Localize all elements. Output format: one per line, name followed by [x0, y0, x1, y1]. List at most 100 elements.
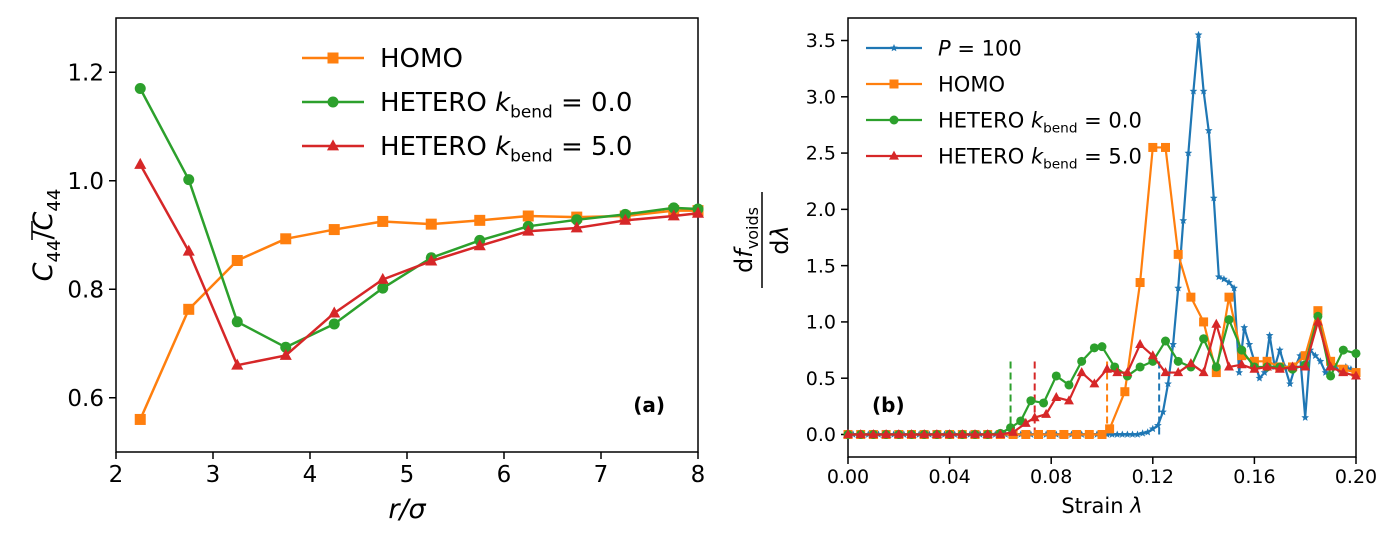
data-point: [1286, 379, 1294, 388]
data-point: [231, 316, 243, 328]
data-point: [1051, 371, 1061, 381]
data-point: [1326, 371, 1336, 381]
data-point: [619, 213, 632, 225]
data-point: [1164, 379, 1172, 388]
chart-panel-a: 2 3 4 5 6 7 8 0.6 0.8 1.0 1.2 r/σ C44/C44 (a) HOMO…: [28, 17, 706, 525]
data-point: [1198, 367, 1209, 377]
y-tick-label: 2.0: [806, 199, 836, 221]
data-point: [906, 429, 917, 439]
data-point: [377, 282, 389, 294]
data-point: [1224, 361, 1234, 371]
data-point: [1108, 430, 1117, 438]
data-point: [1034, 429, 1043, 439]
y-tick-label: 1.0: [806, 312, 836, 334]
data-point: [1148, 424, 1157, 433]
data-point: [1255, 374, 1264, 382]
data-point: [1326, 356, 1336, 366]
data-point: [1351, 348, 1361, 358]
legend-label: HETERO kbend = 5.0: [380, 132, 632, 166]
data-point: [1249, 363, 1260, 373]
legend-label: HOMO: [380, 44, 463, 74]
legend-marker: [889, 115, 899, 125]
data-point: [957, 429, 968, 439]
data-point: [1274, 363, 1285, 373]
data-point: [280, 233, 292, 245]
data-point: [855, 429, 866, 439]
data-point: [1169, 340, 1177, 348]
data-point: [1313, 311, 1323, 321]
data-point: [1020, 417, 1031, 427]
data-point: [1204, 126, 1213, 134]
data-point: [231, 254, 243, 266]
data-point: [1135, 362, 1145, 372]
data-point: [377, 215, 389, 227]
series-2: [134, 157, 705, 370]
data-point: [1194, 30, 1203, 39]
x-tick-label: 0.00: [827, 466, 869, 488]
data-point: [1262, 356, 1272, 366]
data-point: [1143, 428, 1152, 436]
data-point: [328, 306, 341, 318]
data-point: [1235, 368, 1244, 376]
x-tick-label: 0.16: [1233, 466, 1275, 488]
data-point: [1051, 391, 1062, 401]
data-point: [1275, 346, 1284, 354]
data-point: [1046, 429, 1056, 439]
data-point: [1236, 359, 1247, 369]
data-point: [881, 429, 892, 439]
data-point: [1338, 367, 1349, 377]
y-tick-label: 3.5: [806, 30, 836, 52]
data-point: [231, 358, 244, 370]
data-point: [1147, 350, 1158, 360]
x-tick-label: 2: [109, 462, 124, 488]
data-point: [1154, 421, 1162, 429]
y-tick-label: 0.0: [806, 424, 836, 446]
data-point: [1021, 429, 1031, 439]
data-point: [1064, 395, 1074, 405]
y-tick-label: 3.0: [806, 86, 836, 108]
data-point: [1097, 342, 1107, 352]
data-point: [1161, 336, 1170, 346]
data-point: [1211, 362, 1221, 372]
data-point: [1059, 429, 1069, 439]
svg-text:dfvoids: dfvoids: [730, 207, 762, 273]
y-tick-label: 1.5: [806, 255, 836, 277]
data-point: [473, 239, 486, 251]
legend-item-2: HETERO kbend = 5.0: [302, 132, 632, 166]
data-point: [1173, 249, 1183, 259]
data-point: [1122, 367, 1133, 377]
data-point: [1199, 334, 1209, 344]
data-point: [1338, 345, 1348, 355]
data-point: [1089, 378, 1100, 388]
data-point: [328, 318, 340, 330]
data-point: [183, 174, 195, 186]
y-tick-label: 1.0: [67, 169, 104, 195]
legend-marker: [889, 79, 899, 89]
data-point: [667, 209, 680, 221]
data-point: [1041, 408, 1052, 418]
data-point: [1173, 356, 1183, 366]
data-point: [134, 83, 146, 95]
data-point: [1089, 343, 1099, 353]
data-point: [1260, 368, 1269, 376]
data-point: [944, 429, 955, 439]
data-point: [668, 202, 680, 214]
x-tick-label: 0.04: [928, 466, 970, 488]
series-3: [843, 316, 1361, 439]
x-tick-label: 0.12: [1132, 466, 1174, 488]
x-axis-label-b: Strain λ: [1061, 494, 1142, 518]
svg-text:dλ: dλ: [766, 225, 794, 254]
data-point: [1039, 398, 1049, 408]
data-point: [1185, 358, 1196, 368]
axis-ticks-b: 0.00 0.04 0.08 0.12 0.16 0.20 0.0 0.5 1.0 1.5 2.0 2…: [806, 30, 1377, 488]
data-point: [1135, 339, 1146, 349]
legend-item-1: HOMO: [866, 72, 1005, 96]
data-point: [1076, 367, 1087, 377]
data-point: [1313, 306, 1323, 316]
legend-marker: [327, 52, 339, 64]
data-point: [1133, 430, 1142, 438]
x-tick-label: 8: [691, 462, 706, 488]
data-point: [1138, 429, 1147, 437]
plot-area-a: [115, 17, 699, 453]
